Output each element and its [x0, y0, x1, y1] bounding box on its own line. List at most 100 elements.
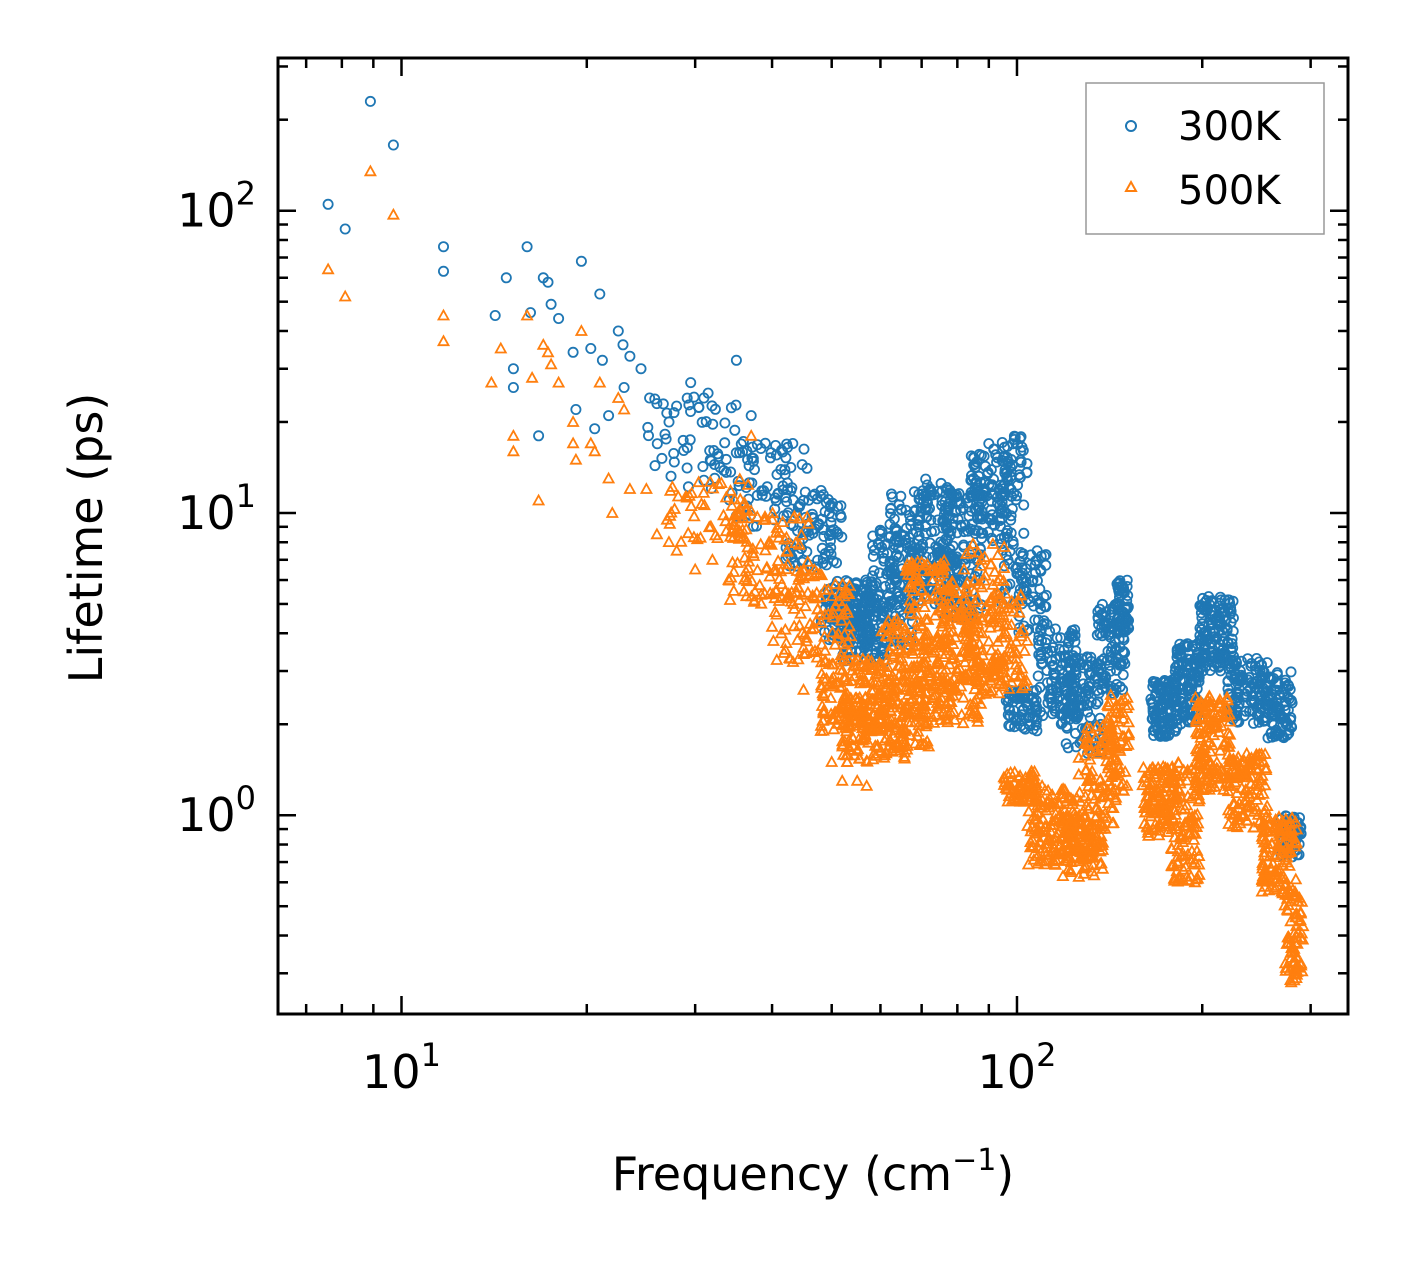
data-point-300k — [642, 421, 654, 433]
data-point-300k — [733, 480, 745, 492]
data-point-300k — [678, 444, 690, 456]
data-point-300k — [997, 480, 1009, 492]
data-point-300k — [705, 455, 717, 467]
data-point-300k — [920, 473, 932, 485]
data-point-300k — [741, 445, 753, 457]
data-point-300k — [685, 405, 697, 417]
data-point-300k — [779, 468, 791, 480]
data-point-300k — [799, 486, 811, 498]
data-point-300k — [981, 490, 993, 502]
data-point-300k — [643, 430, 655, 442]
data-point-300k — [697, 460, 709, 472]
data-point-300k — [914, 493, 926, 505]
data-point-300k — [824, 501, 836, 513]
data-point-300k — [1011, 562, 1023, 574]
data-point-300k — [920, 527, 932, 539]
data-point-300k — [935, 536, 947, 548]
data-point-300k — [656, 452, 668, 464]
data-point-300k — [915, 540, 927, 552]
data-point-300k — [681, 392, 693, 404]
data-point-300k — [958, 526, 970, 538]
legend-label-500k: 500K — [1178, 168, 1282, 214]
data-point-300k — [649, 460, 661, 472]
data-point-300k — [779, 464, 791, 476]
data-point-300k — [792, 501, 804, 513]
data-point-300k — [876, 526, 888, 538]
data-point-300k — [886, 488, 898, 500]
data-point-300k — [1008, 487, 1020, 499]
data-point-300k — [872, 605, 884, 617]
data-point-300k — [811, 493, 823, 505]
data-point-300k — [867, 580, 879, 592]
data-point-300k — [665, 470, 677, 482]
data-point-300k — [889, 573, 901, 585]
data-point-300k — [874, 567, 886, 579]
data-point-300k — [878, 555, 890, 567]
data-point-300k — [867, 530, 879, 542]
data-point-300k — [704, 445, 716, 457]
data-point-300k — [1011, 490, 1023, 502]
data-point-300k — [969, 483, 981, 495]
data-point-300k — [987, 518, 999, 530]
data-point-300k — [874, 528, 886, 540]
data-point-300k — [945, 525, 957, 537]
data-point-300k — [737, 446, 749, 458]
data-point-300k — [996, 507, 1008, 519]
data-point-300k — [976, 510, 988, 522]
data-point-300k — [683, 399, 695, 411]
data-point-300k — [959, 558, 971, 570]
data-point-300k — [946, 518, 958, 530]
data-point-300k — [806, 511, 818, 523]
data-point-300k — [924, 537, 936, 549]
data-point-300k — [872, 538, 884, 550]
data-point-300k — [878, 547, 890, 559]
data-point-300k — [681, 462, 693, 474]
data-point-300k — [785, 461, 797, 473]
data-point-300k — [899, 530, 911, 542]
x-axis-title: Frequency (cm−1) — [612, 1143, 1015, 1201]
data-point-300k — [860, 637, 872, 649]
x-tick-label: 101 — [362, 1036, 441, 1099]
data-point-300k — [1017, 444, 1029, 456]
data-point-300k — [891, 571, 903, 583]
data-point-300k — [714, 461, 726, 473]
data-point-300k — [901, 522, 913, 534]
data-point-300k — [947, 512, 959, 524]
data-point-300k — [927, 551, 939, 563]
data-point-300k — [867, 550, 879, 562]
data-point-300k — [756, 489, 768, 501]
data-point-300k — [995, 533, 1007, 545]
data-point-300k — [730, 447, 742, 459]
data-point-300k — [825, 548, 837, 560]
data-point-300k — [816, 542, 828, 554]
data-point-300k — [693, 401, 705, 413]
data-point-300k — [782, 441, 794, 453]
data-point-300k — [996, 436, 1008, 448]
series-layer — [321, 95, 1310, 988]
data-point-300k — [825, 516, 837, 528]
data-point-300k — [847, 610, 859, 622]
data-point-300k — [917, 542, 929, 554]
data-point-300k — [700, 416, 712, 428]
data-point-300k — [1018, 527, 1030, 539]
data-point-300k — [920, 521, 932, 533]
data-point-300k — [737, 435, 749, 447]
data-point-300k — [746, 452, 758, 464]
data-point-300k — [904, 544, 916, 556]
data-point-300k — [955, 504, 967, 516]
data-point-300k — [818, 530, 830, 542]
data-point-300k — [1005, 453, 1017, 465]
data-point-300k — [1010, 494, 1022, 506]
data-point-300k — [978, 450, 990, 462]
data-point-300k — [969, 458, 981, 470]
data-point-300k — [770, 495, 782, 507]
data-point-300k — [873, 590, 885, 602]
data-point-300k — [969, 524, 981, 536]
data-point-300k — [668, 407, 680, 419]
data-point-300k — [772, 487, 784, 499]
data-point-300k — [1001, 507, 1013, 519]
data-point-300k — [771, 468, 783, 480]
data-point-300k — [869, 599, 881, 611]
data-point-300k — [987, 488, 999, 500]
